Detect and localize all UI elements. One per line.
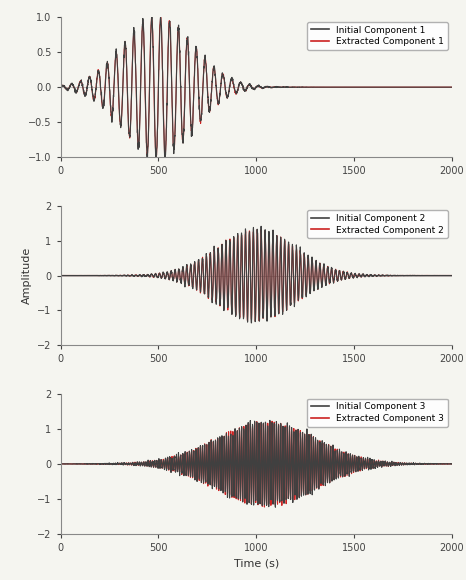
Legend: Initial Component 3, Extracted Component 3: Initial Component 3, Extracted Component… xyxy=(307,398,447,426)
Legend: Initial Component 1, Extracted Component 1: Initial Component 1, Extracted Component… xyxy=(307,22,447,50)
Legend: Initial Component 2, Extracted Component 2: Initial Component 2, Extracted Component… xyxy=(307,211,447,238)
X-axis label: Time (s): Time (s) xyxy=(233,558,279,568)
Y-axis label: Amplitude: Amplitude xyxy=(21,247,32,304)
